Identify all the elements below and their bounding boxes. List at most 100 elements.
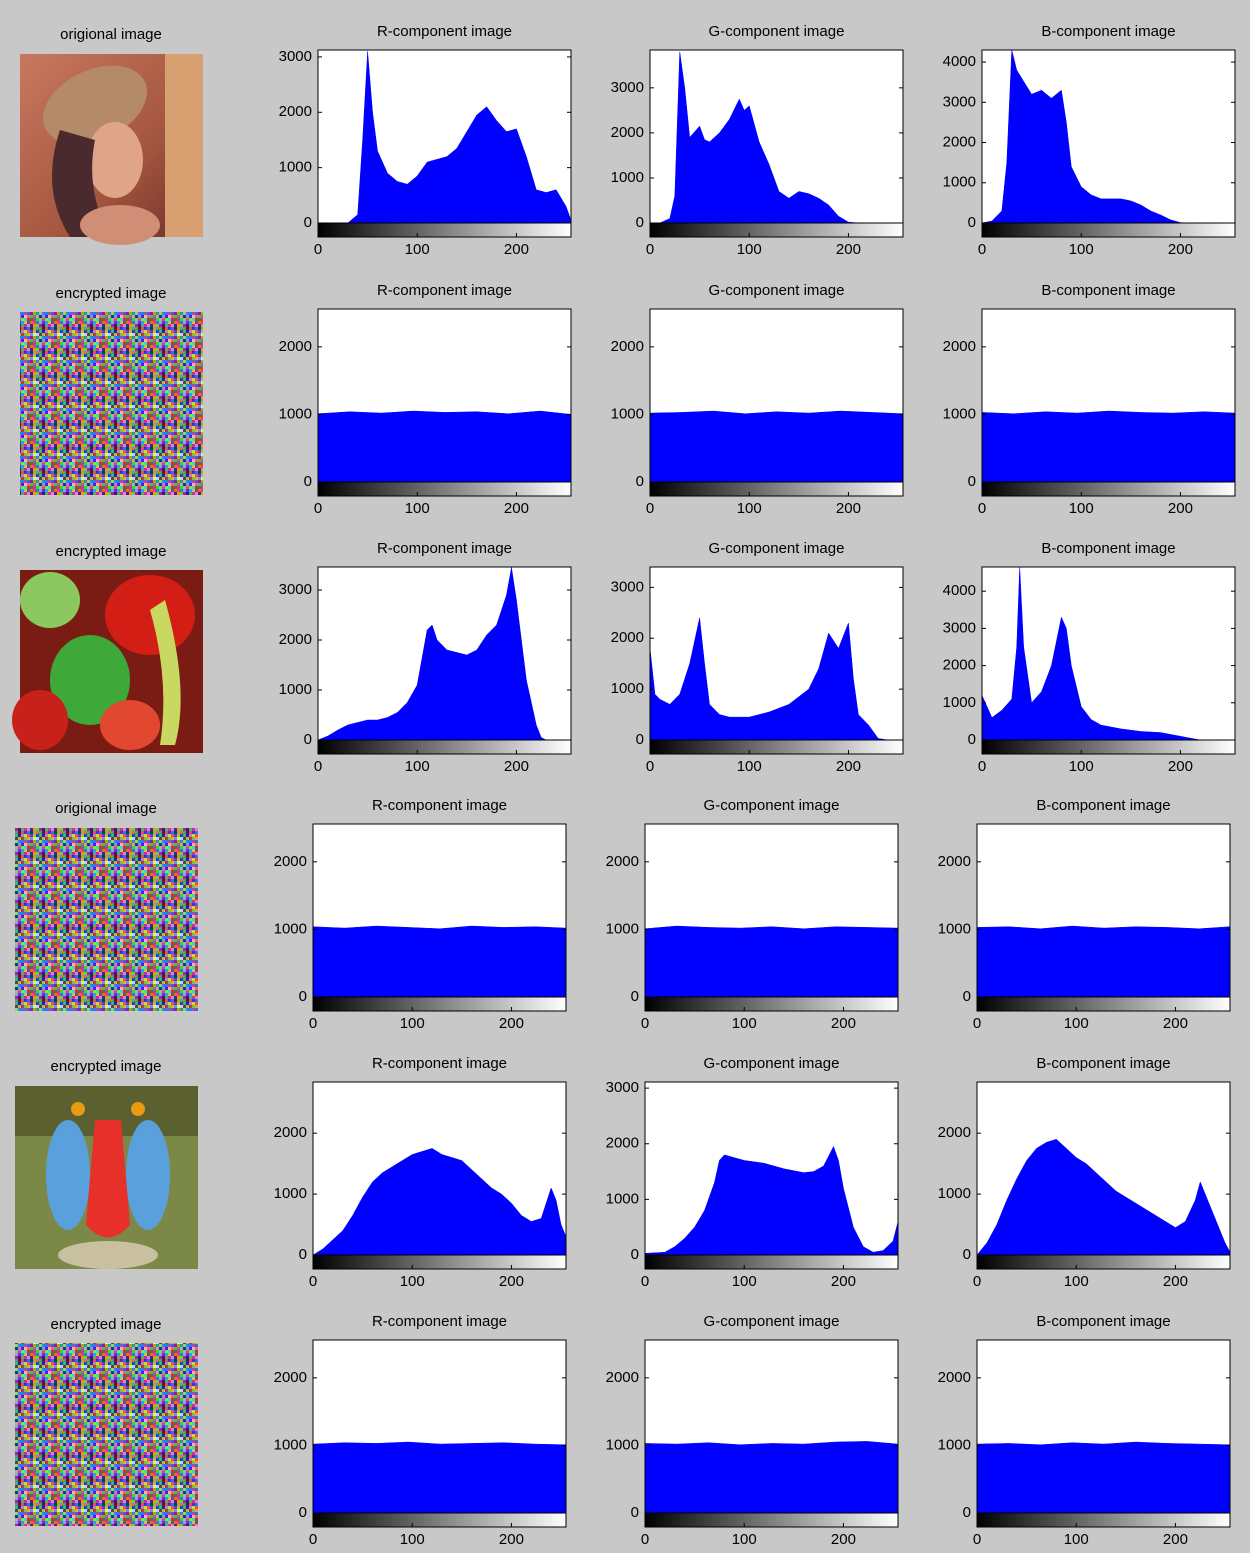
x-tick-label: 0: [646, 241, 654, 258]
y-tick-label: 2000: [611, 629, 644, 646]
image-label: encrypted image: [51, 1316, 162, 1333]
y-tick-label: 0: [304, 473, 312, 490]
baboon-image: [15, 1086, 198, 1269]
x-tick-label: 200: [831, 1015, 856, 1032]
chart-title: B-component image: [1041, 282, 1175, 299]
noise-image: [15, 828, 198, 1011]
y-tick-label: 0: [631, 1246, 639, 1263]
x-tick-label: 200: [836, 500, 861, 517]
y-tick-label: 2000: [606, 1135, 639, 1152]
lena-image: [20, 50, 203, 245]
colorbar: [313, 1255, 566, 1269]
colorbar: [645, 997, 898, 1011]
x-tick-label: 200: [1163, 1531, 1188, 1548]
y-tick-label: 2000: [943, 338, 976, 355]
y-tick-label: 2000: [274, 1369, 307, 1386]
x-tick-label: 100: [732, 1273, 757, 1290]
image-label: encrypted image: [56, 543, 167, 560]
x-tick-label: 0: [978, 500, 986, 517]
y-tick-label: 1000: [611, 680, 644, 697]
y-tick-label: 0: [631, 988, 639, 1005]
y-tick-label: 0: [963, 1504, 971, 1521]
chart-title: G-component image: [704, 1055, 840, 1072]
peppers-image: [12, 570, 203, 753]
colorbar: [313, 997, 566, 1011]
y-tick-label: 0: [968, 731, 976, 748]
colorbar: [650, 482, 903, 496]
x-tick-label: 100: [1064, 1015, 1089, 1032]
x-tick-label: 0: [314, 500, 322, 517]
x-tick-label: 200: [499, 1015, 524, 1032]
histogram-area: [977, 926, 1230, 997]
y-tick-label: 0: [636, 473, 644, 490]
histogram-area: [982, 411, 1235, 482]
colorbar: [650, 740, 903, 754]
histogram-area: [977, 1442, 1230, 1513]
histogram-area: [313, 926, 566, 997]
chart-title: R-component image: [372, 1313, 507, 1330]
image-label: encrypted image: [56, 285, 167, 302]
x-tick-label: 200: [1163, 1273, 1188, 1290]
histogram-area: [645, 1441, 898, 1513]
chart-title: B-component image: [1036, 797, 1170, 814]
chart-title: G-component image: [704, 1313, 840, 1330]
chart-title: G-component image: [709, 23, 845, 40]
figure: origional image encrypted image encrypted …: [0, 0, 1250, 1553]
y-tick-label: 1000: [279, 159, 312, 176]
chart-title: G-component image: [709, 282, 845, 299]
y-tick-label: 2000: [274, 1124, 307, 1141]
colorbar: [977, 1255, 1230, 1269]
y-tick-label: 1000: [274, 1436, 307, 1453]
x-tick-label: 200: [504, 500, 529, 517]
y-tick-label: 2000: [943, 134, 976, 151]
x-tick-label: 100: [405, 758, 430, 775]
y-tick-label: 1000: [606, 1190, 639, 1207]
x-tick-label: 200: [504, 758, 529, 775]
y-tick-label: 2000: [606, 1369, 639, 1386]
x-tick-label: 200: [1168, 500, 1193, 517]
x-tick-label: 100: [737, 500, 762, 517]
colorbar: [982, 223, 1235, 237]
y-tick-label: 2000: [606, 853, 639, 870]
y-tick-label: 2000: [611, 124, 644, 141]
image-label: origional image: [60, 26, 162, 43]
x-tick-label: 100: [1069, 758, 1094, 775]
x-tick-label: 0: [978, 758, 986, 775]
histogram-area: [318, 411, 571, 482]
y-tick-label: 0: [963, 1246, 971, 1263]
x-tick-label: 100: [400, 1531, 425, 1548]
x-tick-label: 100: [732, 1531, 757, 1548]
x-tick-label: 100: [732, 1015, 757, 1032]
x-tick-label: 200: [499, 1273, 524, 1290]
x-tick-label: 200: [499, 1531, 524, 1548]
y-tick-label: 3000: [943, 93, 976, 110]
x-tick-label: 0: [973, 1531, 981, 1548]
y-tick-label: 1000: [938, 1185, 971, 1202]
chart-title: R-component image: [372, 797, 507, 814]
y-tick-label: 2000: [943, 657, 976, 674]
x-tick-label: 100: [400, 1015, 425, 1032]
y-tick-label: 0: [299, 988, 307, 1005]
y-tick-label: 3000: [943, 619, 976, 636]
y-tick-label: 1000: [611, 405, 644, 422]
x-tick-label: 100: [405, 500, 430, 517]
y-tick-label: 1000: [606, 1436, 639, 1453]
y-tick-label: 0: [968, 214, 976, 231]
y-tick-label: 2000: [279, 103, 312, 120]
x-tick-label: 200: [1168, 241, 1193, 258]
histogram-area: [313, 1442, 566, 1513]
y-tick-label: 2000: [611, 338, 644, 355]
histogram-area: [645, 926, 898, 997]
chart-title: B-component image: [1036, 1313, 1170, 1330]
x-tick-label: 100: [400, 1273, 425, 1290]
y-tick-label: 1000: [279, 405, 312, 422]
y-tick-label: 3000: [606, 1079, 639, 1096]
x-tick-label: 200: [836, 758, 861, 775]
y-tick-label: 2000: [938, 1124, 971, 1141]
noise-image: [20, 312, 203, 495]
chart-title: B-component image: [1041, 540, 1175, 557]
y-tick-label: 0: [968, 473, 976, 490]
colorbar: [977, 997, 1230, 1011]
image-label: origional image: [55, 800, 157, 817]
x-tick-label: 0: [978, 241, 986, 258]
